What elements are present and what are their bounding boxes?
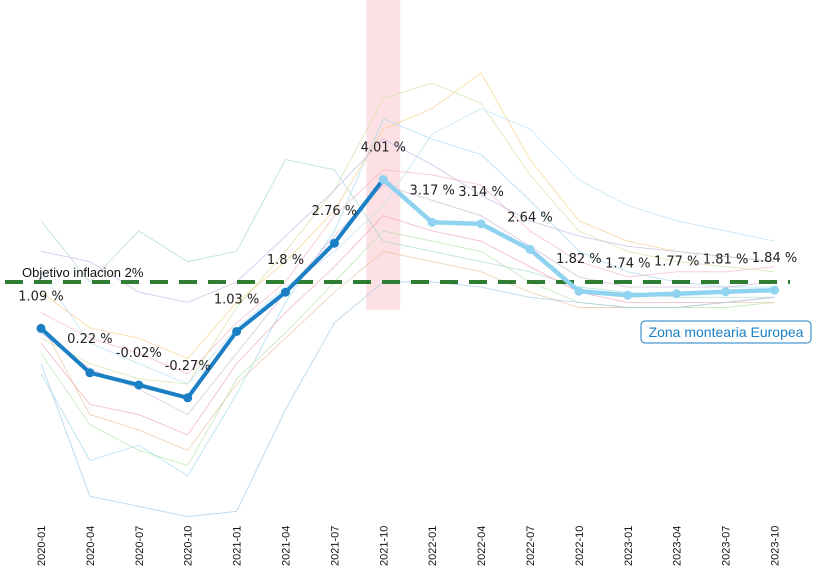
legend-label: Zona montearia Europea [649, 324, 804, 340]
value-label-2023-07: 1.81 % [703, 253, 748, 268]
x-tick-label-2021-01: 2021-01 [232, 526, 244, 566]
x-tick-label-2021-07: 2021-07 [329, 526, 341, 566]
value-label-2020-07: -0.02% [116, 346, 162, 361]
value-label-2021-01: 1.03 % [214, 292, 259, 307]
value-label-2022-04: 3.14 % [458, 185, 503, 200]
data-point-2021-07 [329, 238, 339, 248]
x-tick-label-2020-07: 2020-07 [134, 526, 146, 566]
data-point-2020-07 [134, 380, 144, 390]
data-point-2021-10 [378, 174, 388, 184]
x-tick-label-2023-04: 2023-04 [672, 526, 684, 566]
x-tick-label-2023-10: 2023-10 [770, 526, 782, 566]
x-tick-label-2023-01: 2023-01 [623, 526, 635, 566]
data-point-2023-10 [770, 285, 779, 295]
background-series-line-12 [40, 184, 775, 416]
data-point-2020-01 [36, 323, 46, 333]
data-point-2022-10 [574, 286, 584, 296]
background-series-line-8 [40, 215, 775, 436]
data-point-2022-07 [525, 244, 535, 254]
data-point-2022-01 [427, 217, 437, 227]
x-tick-label-2022-07: 2022-07 [525, 526, 537, 566]
background-series-group [40, 72, 775, 518]
value-label-2020-10: -0.27% [165, 359, 211, 374]
data-point-2020-10 [183, 393, 193, 403]
x-tick-label-2020-10: 2020-10 [183, 526, 195, 566]
value-label-2021-10: 4.01 % [361, 140, 406, 155]
data-point-2021-01 [232, 326, 242, 336]
x-tick-label-2020-01: 2020-01 [36, 526, 48, 566]
background-series-line-6 [40, 138, 775, 303]
data-point-2021-04 [281, 287, 290, 297]
value-label-2023-01: 1.74 % [605, 256, 650, 271]
value-label-2023-10: 1.84 % [752, 251, 797, 266]
value-label-2020-04: 0.22 % [67, 332, 112, 347]
background-series-line-4 [40, 159, 775, 298]
value-label-2021-04: 1.8 % [267, 253, 304, 268]
data-point-2022-04 [476, 219, 486, 229]
legend-series-label: Zona montearia Europea [640, 320, 812, 344]
value-label-2022-01: 3.17 % [409, 183, 454, 198]
background-series-line-11 [40, 281, 775, 518]
background-series-line-3 [40, 82, 775, 385]
data-point-2023-04 [672, 289, 682, 299]
background-series-line-2 [40, 169, 775, 375]
value-label-2022-10: 1.82 % [556, 252, 601, 267]
x-tick-label-2021-10: 2021-10 [378, 526, 390, 566]
value-label-2020-01: 1.09 % [18, 289, 63, 304]
x-tick-label-2022-01: 2022-01 [427, 526, 439, 566]
data-point-2023-07 [721, 287, 731, 297]
value-label-2022-07: 2.64 % [507, 210, 552, 225]
data-point-2023-01 [623, 290, 633, 300]
legend-box [640, 320, 812, 344]
background-series-line-5 [40, 72, 775, 360]
background-series-line-1 [40, 118, 775, 477]
x-tick-label-2022-10: 2022-10 [574, 526, 586, 566]
actual-series-line [39, 178, 385, 400]
value-label-2021-07: 2.76 % [312, 204, 357, 219]
x-tick-label-2023-07: 2023-07 [721, 526, 733, 566]
data-point-2020-04 [85, 368, 95, 378]
x-tick-label-2021-04: 2021-04 [281, 526, 293, 566]
target-label: Objetivo inflacion 2% [22, 265, 144, 280]
highlight-band [366, 0, 401, 310]
value-label-2023-04: 1.77 % [654, 255, 699, 270]
background-series-line-7 [40, 108, 775, 385]
x-tick-label-2022-04: 2022-04 [476, 526, 488, 566]
x-tick-label-2020-04: 2020-04 [85, 526, 97, 566]
